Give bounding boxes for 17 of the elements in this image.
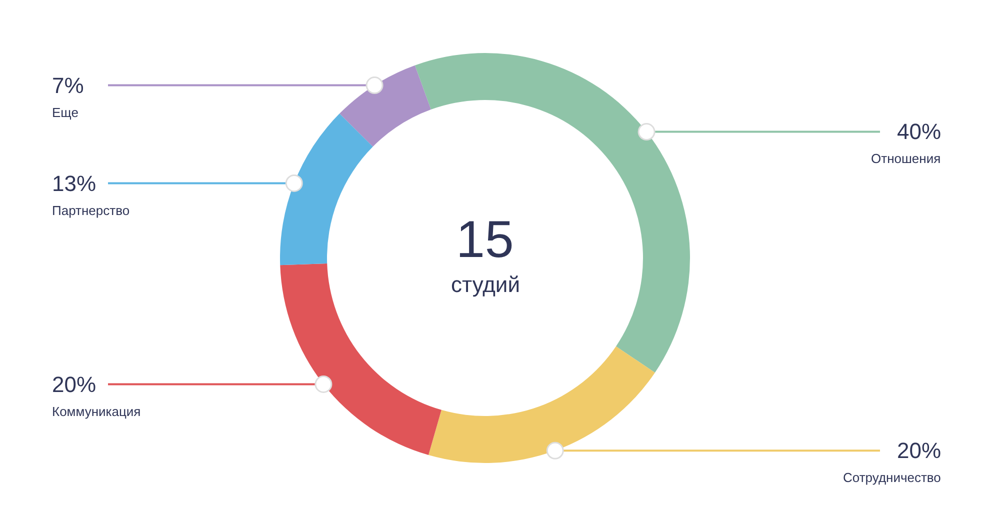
data-label: 20% [897, 438, 942, 463]
text: 15 [456, 211, 514, 269]
slice-label: Коммуникация [52, 404, 141, 419]
data-label: 7% [52, 73, 84, 98]
donut-slice [414, 53, 690, 373]
slice-label: Партнерство [52, 203, 130, 218]
data-label: 13% [52, 171, 96, 196]
donut-slice [280, 264, 442, 456]
slice-label: Еще [52, 105, 78, 120]
data-label: 40% [897, 119, 942, 144]
text: студий [451, 272, 520, 297]
donut-slice [340, 65, 431, 147]
slice-label: Сотрудничество [843, 470, 941, 485]
slice-label: Отношения [871, 151, 941, 166]
data-label: 20% [52, 372, 96, 397]
donut-slice [280, 114, 373, 266]
donut-slice [428, 346, 655, 463]
